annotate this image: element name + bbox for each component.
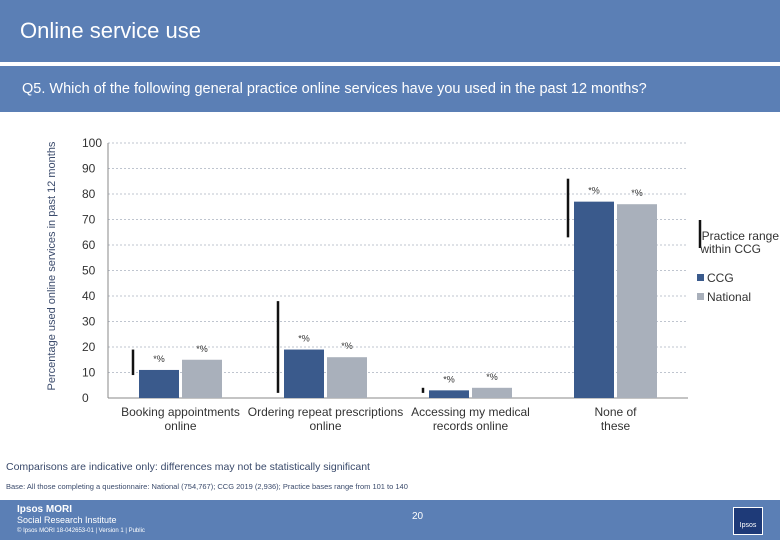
page-title: Online service use bbox=[20, 18, 201, 43]
page-number: 20 bbox=[412, 511, 424, 522]
y-tick-label: 90 bbox=[82, 162, 96, 176]
x-tick-label: records online bbox=[433, 419, 509, 433]
y-tick-label: 100 bbox=[82, 136, 102, 150]
data-label: *% bbox=[298, 334, 310, 344]
bar-national bbox=[472, 387, 512, 398]
bar-ccg bbox=[429, 390, 469, 398]
bar-national bbox=[182, 359, 222, 398]
data-label: *% bbox=[631, 188, 643, 198]
data-label: *% bbox=[486, 372, 498, 382]
ipsos-logo: Ipsos bbox=[733, 507, 763, 535]
legend-label: National bbox=[707, 290, 751, 304]
y-tick-label: 40 bbox=[82, 289, 96, 303]
x-tick-label: Booking appointments bbox=[121, 405, 240, 419]
legend-label: CCG bbox=[707, 271, 734, 285]
legend-swatch bbox=[697, 293, 704, 300]
bar-ccg bbox=[139, 369, 179, 398]
y-tick-label: 80 bbox=[82, 187, 96, 201]
bar-ccg bbox=[284, 349, 324, 398]
x-tick-label: online bbox=[164, 419, 196, 433]
x-tick-label: Ordering repeat prescriptions bbox=[248, 405, 403, 419]
y-tick-label: 0 bbox=[82, 391, 89, 405]
y-tick-label: 50 bbox=[82, 264, 96, 278]
x-tick-label: Accessing my medical bbox=[411, 405, 530, 419]
y-tick-label: 20 bbox=[82, 340, 96, 354]
bar-ccg bbox=[574, 201, 614, 398]
header-bar: Online service use bbox=[0, 0, 780, 62]
y-tick-label: 60 bbox=[82, 238, 96, 252]
y-tick-label: 10 bbox=[82, 366, 96, 380]
copyright-text: © Ipsos MORI 18-042653-01 | Version 1 | … bbox=[17, 528, 145, 534]
x-tick-label: online bbox=[309, 419, 341, 433]
footer-bar bbox=[0, 500, 780, 540]
logo-text: Ipsos bbox=[739, 522, 757, 529]
brand-text: Ipsos MORI Social Research Institute bbox=[17, 504, 117, 526]
bar-national bbox=[617, 204, 657, 398]
y-tick-label: 70 bbox=[82, 213, 96, 227]
x-tick-label: None of bbox=[594, 405, 637, 419]
base-note: Base: All those completing a questionnai… bbox=[6, 482, 408, 491]
data-label: *% bbox=[341, 341, 353, 351]
question-text: Q5. Which of the following general pract… bbox=[22, 81, 647, 97]
legend-label: Practice range bbox=[702, 229, 780, 243]
legend-swatch bbox=[697, 274, 704, 281]
data-label: *% bbox=[196, 344, 208, 354]
brand-name: Ipsos MORI bbox=[17, 504, 73, 515]
legend-label: within CCG bbox=[699, 242, 761, 256]
comparison-note: Comparisons are indicative only: differe… bbox=[6, 461, 370, 473]
data-label: *% bbox=[443, 374, 455, 384]
data-label: *% bbox=[153, 354, 165, 364]
data-label: *% bbox=[588, 186, 600, 196]
brand-subtitle: Social Research Institute bbox=[17, 515, 117, 525]
question-bar bbox=[0, 62, 780, 112]
bar-national bbox=[327, 357, 367, 398]
x-tick-label: these bbox=[601, 419, 631, 433]
y-tick-label: 30 bbox=[82, 315, 96, 329]
